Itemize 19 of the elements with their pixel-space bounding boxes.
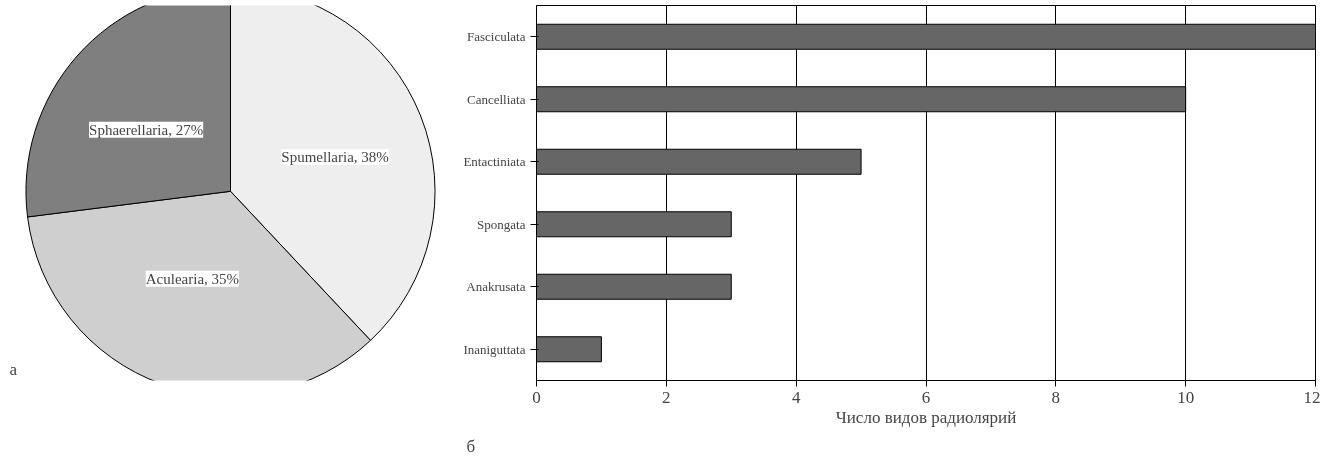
y-tick-label: Cancelliata: [467, 91, 526, 107]
slice-label: Aculearia, 35%: [145, 270, 240, 287]
x-tick-label: 12: [1303, 387, 1321, 407]
x-axis-title: Число видов радиолярий: [835, 407, 1017, 427]
slice-label: Sphaerellaria, 27%: [89, 121, 204, 138]
text: б: [466, 436, 476, 456]
x-tick-label: 4: [791, 387, 801, 407]
slice-label: Spumellaria, 38%: [281, 149, 389, 166]
y-tick-label: Inaniguttata: [463, 341, 526, 357]
y-tick-label: Spongata: [477, 216, 526, 232]
x-tick-label: 8: [1051, 387, 1061, 407]
x-tick-label: 2: [662, 387, 671, 407]
x-tick-label: 10: [1177, 387, 1195, 407]
y-tick-label: Entactiniata: [463, 154, 526, 170]
x-tick-label: 6: [921, 387, 931, 407]
x-tick-label: 0: [532, 387, 541, 407]
y-tick-label: Anakrusata: [466, 279, 526, 295]
y-tick-label: Fasciculata: [467, 29, 526, 45]
text: а: [9, 359, 18, 379]
